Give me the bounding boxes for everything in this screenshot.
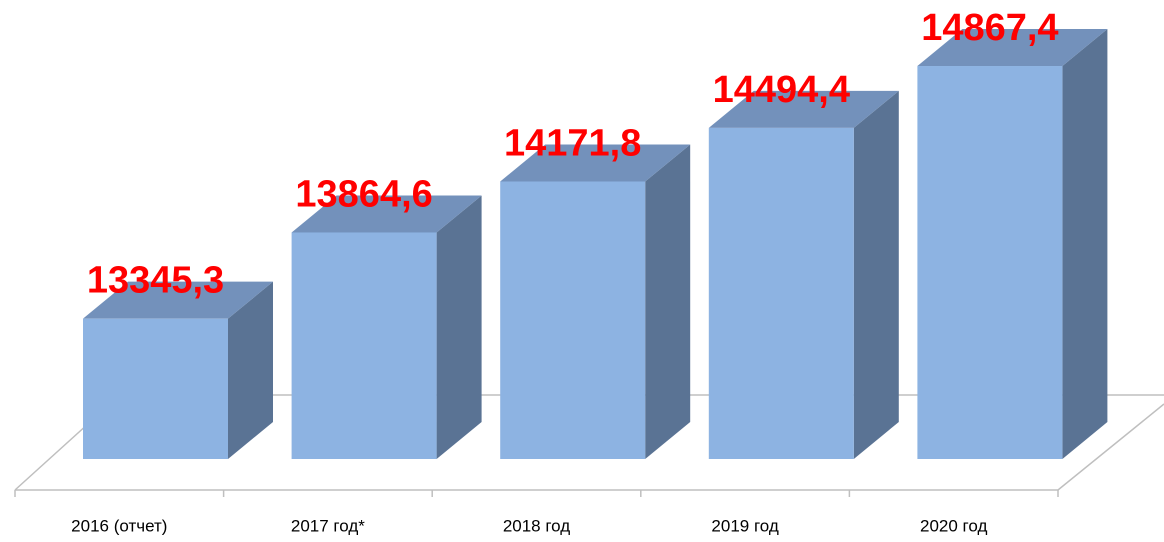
x-tick-label: 2017 год* <box>291 516 365 535</box>
bar-top <box>291 195 482 233</box>
bar-top <box>500 144 691 182</box>
x-tick-label: 2020 год <box>920 516 987 535</box>
x-tick-label: 2018 год <box>503 516 570 535</box>
bar <box>500 181 646 459</box>
data-label: 14494,4 <box>713 69 850 111</box>
data-label: 13864,6 <box>295 174 432 216</box>
bar-side <box>436 195 482 460</box>
data-label: 14867,4 <box>921 7 1058 49</box>
bar <box>83 318 228 459</box>
x-tick-label: 2016 (отчет) <box>71 516 167 535</box>
bar-top <box>917 29 1108 67</box>
data-label: 13345,3 <box>87 260 224 302</box>
bar-side <box>228 281 273 459</box>
data-label: 14171,8 <box>504 123 641 165</box>
bar <box>708 127 854 460</box>
bar-side <box>645 144 691 459</box>
bar <box>291 232 437 459</box>
bar-top <box>708 90 899 128</box>
bar-side <box>853 90 899 460</box>
bar <box>917 66 1063 459</box>
x-tick-label: 2019 год <box>711 516 778 535</box>
bar-side <box>1062 29 1108 460</box>
bar-top <box>83 281 273 319</box>
